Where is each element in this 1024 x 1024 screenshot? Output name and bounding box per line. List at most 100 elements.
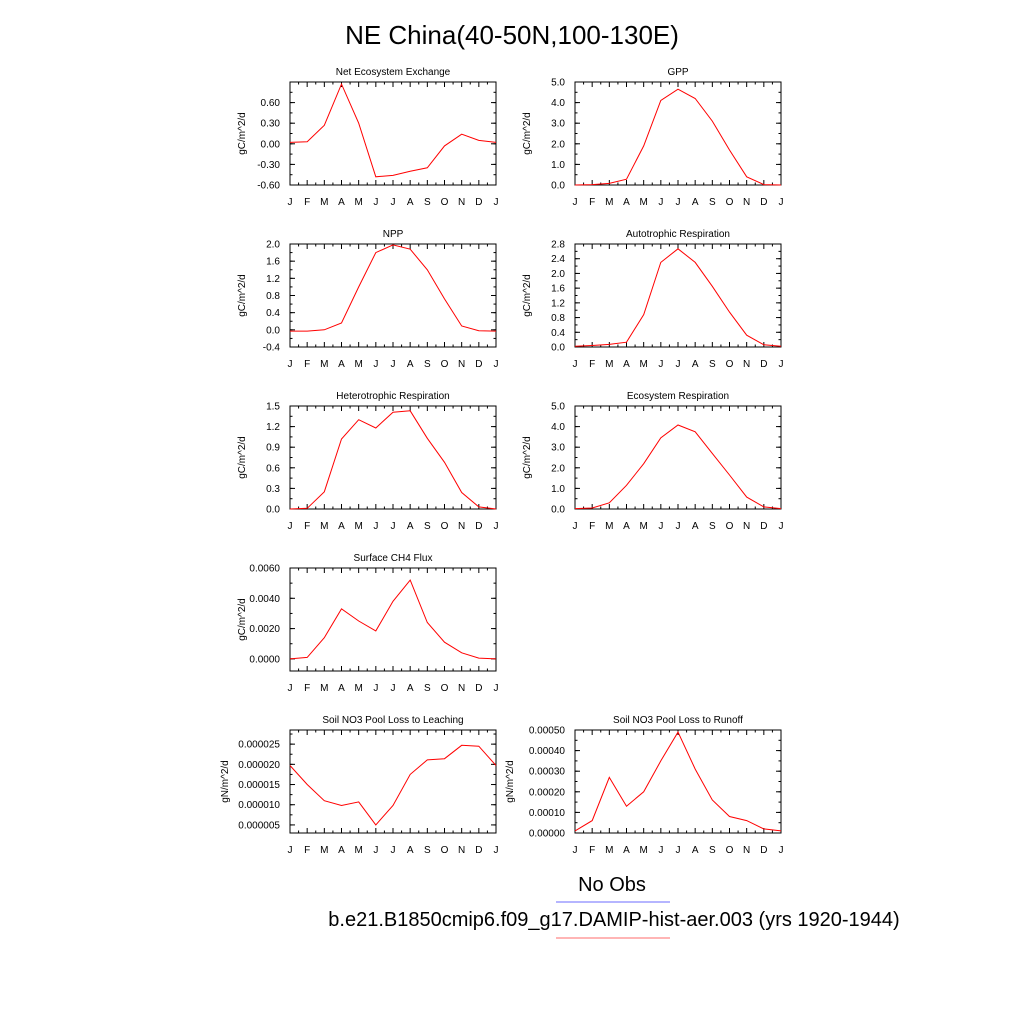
x-tick-label: M bbox=[320, 683, 328, 694]
plot-frame bbox=[574, 243, 782, 348]
y-tick-label: 5.0 bbox=[551, 78, 565, 89]
x-tick-label: N bbox=[743, 521, 750, 532]
y-tick-label: 0.00010 bbox=[529, 808, 566, 819]
x-tick-label: M bbox=[605, 359, 613, 370]
x-tick-label: D bbox=[760, 845, 767, 856]
x-tick-label: J bbox=[573, 197, 578, 208]
x-tick-label: F bbox=[589, 845, 595, 856]
x-tick-label: S bbox=[424, 197, 431, 208]
plot-frame bbox=[289, 405, 497, 510]
x-tick-label: F bbox=[304, 683, 310, 694]
panel-title: Soil NO3 Pool Loss to Leaching bbox=[322, 715, 463, 726]
y-tick-label: 4.0 bbox=[551, 422, 565, 433]
y-tick-label: 5.0 bbox=[551, 402, 565, 413]
y-tick-label: 0.00040 bbox=[529, 746, 566, 757]
x-tick-label: D bbox=[475, 683, 482, 694]
panel-title: Net Ecosystem Exchange bbox=[336, 67, 451, 78]
y-tick-label: -0.4 bbox=[263, 343, 281, 354]
x-tick-label: M bbox=[354, 845, 362, 856]
legend-label-obs: No Obs bbox=[578, 874, 646, 896]
x-tick-label: N bbox=[458, 197, 465, 208]
x-tick-label: M bbox=[354, 197, 362, 208]
y-tick-label: 2.0 bbox=[266, 240, 280, 251]
y-tick-label: 0.00050 bbox=[529, 726, 566, 737]
y-tick-label: 4.0 bbox=[551, 98, 565, 109]
y-axis-label: gC/m^2/d bbox=[522, 274, 533, 317]
x-tick-label: O bbox=[441, 197, 449, 208]
y-tick-label: 2.0 bbox=[551, 463, 565, 474]
x-tick-label: J bbox=[373, 197, 378, 208]
y-axis-label: gC/m^2/d bbox=[522, 112, 533, 155]
x-tick-label: D bbox=[475, 359, 482, 370]
x-tick-label: J bbox=[676, 359, 681, 370]
y-tick-label: 0.4 bbox=[266, 308, 280, 319]
panel-title: Soil NO3 Pool Loss to Runoff bbox=[613, 715, 743, 726]
y-tick-label: 1.2 bbox=[266, 422, 280, 433]
x-tick-label: M bbox=[354, 521, 362, 532]
y-axis-label: gC/m^2/d bbox=[237, 274, 248, 317]
x-tick-label: O bbox=[726, 197, 734, 208]
x-tick-label: J bbox=[494, 683, 499, 694]
y-tick-label: 0.000015 bbox=[238, 780, 280, 791]
x-tick-label: A bbox=[407, 521, 414, 532]
y-tick-label: 0.30 bbox=[261, 119, 281, 130]
x-tick-label: O bbox=[441, 359, 449, 370]
plot-frame bbox=[574, 81, 782, 186]
y-axis-label: gC/m^2/d bbox=[237, 598, 248, 641]
y-tick-label: 0.0 bbox=[551, 505, 565, 516]
series-line bbox=[574, 248, 782, 347]
x-tick-label: F bbox=[304, 197, 310, 208]
y-tick-label: 2.4 bbox=[551, 254, 565, 265]
y-tick-label: 0.00020 bbox=[529, 787, 566, 798]
x-tick-label: J bbox=[494, 359, 499, 370]
y-tick-label: 3.0 bbox=[551, 119, 565, 130]
x-tick-label: M bbox=[605, 521, 613, 532]
x-tick-label: M bbox=[320, 845, 328, 856]
y-tick-label: 3.0 bbox=[551, 443, 565, 454]
x-tick-label: J bbox=[658, 521, 663, 532]
y-tick-label: 0.9 bbox=[266, 443, 280, 454]
x-tick-label: N bbox=[743, 845, 750, 856]
x-tick-label: S bbox=[424, 521, 431, 532]
x-tick-label: S bbox=[709, 197, 716, 208]
panel-title: Surface CH4 Flux bbox=[354, 553, 433, 564]
y-tick-label: 0.0000 bbox=[249, 654, 280, 665]
x-tick-label: N bbox=[458, 683, 465, 694]
y-tick-label: 1.0 bbox=[551, 160, 565, 171]
y-tick-label: 0.000025 bbox=[238, 740, 280, 751]
figure-title: NE China(40-50N,100-130E) bbox=[345, 20, 679, 50]
x-tick-label: J bbox=[658, 845, 663, 856]
x-tick-label: N bbox=[743, 359, 750, 370]
x-tick-label: J bbox=[494, 197, 499, 208]
x-tick-label: F bbox=[304, 521, 310, 532]
x-tick-label: O bbox=[726, 521, 734, 532]
x-tick-label: S bbox=[424, 845, 431, 856]
x-tick-label: A bbox=[692, 521, 699, 532]
x-tick-label: M bbox=[354, 683, 362, 694]
x-tick-label: M bbox=[639, 521, 647, 532]
x-tick-label: J bbox=[779, 197, 784, 208]
x-tick-label: J bbox=[391, 197, 396, 208]
panel-title: Autotrophic Respiration bbox=[626, 229, 730, 240]
y-tick-label: 0.00030 bbox=[529, 767, 566, 778]
x-tick-label: J bbox=[676, 845, 681, 856]
y-tick-label: 0.0 bbox=[551, 343, 565, 354]
x-tick-label: M bbox=[320, 197, 328, 208]
x-tick-label: O bbox=[726, 845, 734, 856]
x-tick-label: M bbox=[639, 197, 647, 208]
x-tick-label: N bbox=[743, 197, 750, 208]
plot-frame bbox=[574, 405, 782, 510]
series-line bbox=[289, 82, 497, 178]
x-tick-label: M bbox=[605, 845, 613, 856]
legend-label-model: b.e21.B1850cmip6.f09_g17.DAMIP-hist-aer.… bbox=[328, 909, 899, 931]
x-tick-label: J bbox=[373, 521, 378, 532]
series-line bbox=[289, 744, 497, 826]
y-tick-label: 0.0 bbox=[266, 505, 280, 516]
y-axis-label: gN/m^2/d bbox=[220, 760, 231, 803]
x-tick-label: A bbox=[407, 359, 414, 370]
panel-title: Ecosystem Respiration bbox=[627, 391, 729, 402]
